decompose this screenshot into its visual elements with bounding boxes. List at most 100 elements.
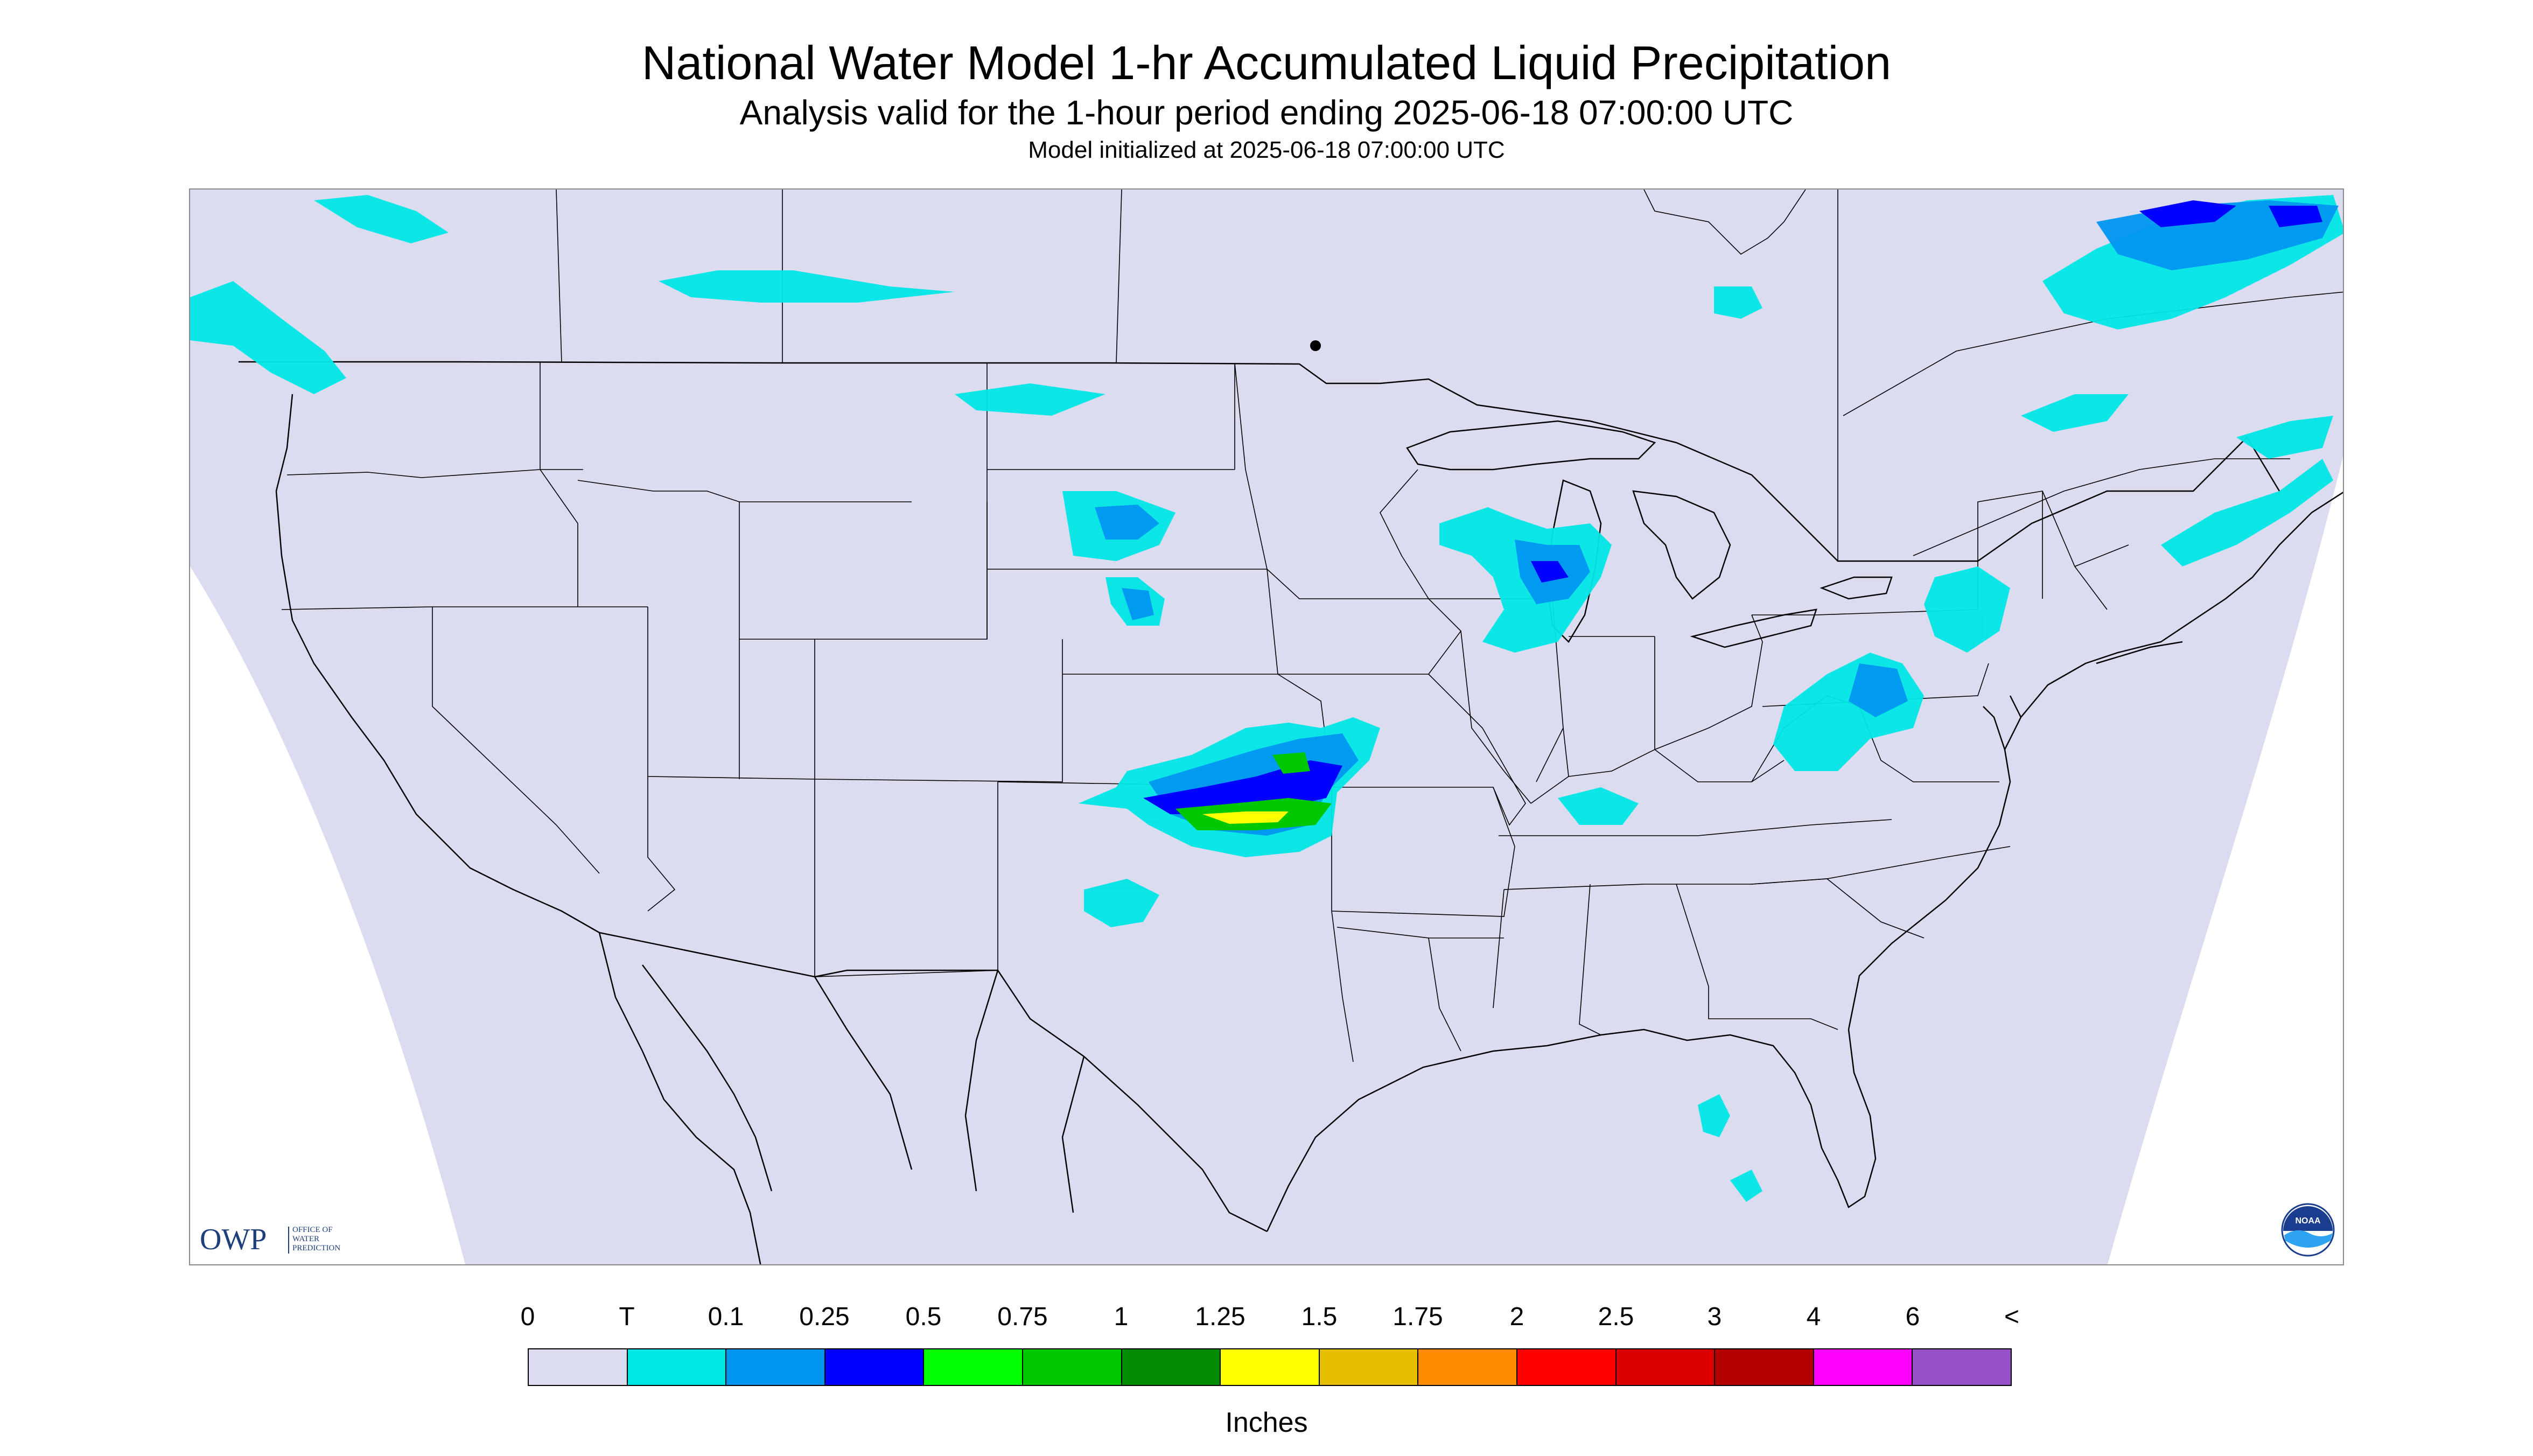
legend-tick-label: 1.75 (1393, 1303, 1443, 1331)
precipitation-map (190, 190, 2343, 1264)
precip-area-sask (955, 383, 1105, 416)
legend-tick-label: 0 (520, 1303, 535, 1331)
us-mexico-border (599, 932, 1268, 1233)
precip-area-montana (659, 270, 955, 303)
ms-al-ga (1493, 884, 1838, 1035)
owp-subtext-line: OFFICE OF (292, 1226, 333, 1234)
baja-coast (598, 932, 761, 1264)
legend-tick-label: 3 (1707, 1303, 1722, 1331)
legend-swatch (1715, 1349, 1814, 1385)
legend-swatch (924, 1349, 1023, 1385)
legend-swatch (1122, 1349, 1221, 1385)
atlantic-coast (1848, 492, 2343, 1030)
legend-swatch (1913, 1349, 2011, 1385)
legend-units-label: Inches (1225, 1407, 1308, 1438)
precip-light-sd (1095, 505, 1159, 540)
noaa-logo-text: NOAA (2295, 1216, 2321, 1226)
ohio-pa (1654, 614, 1763, 750)
marker-lake-of-woods (1310, 340, 1321, 351)
long-island (2096, 641, 2183, 664)
legend-swatch (627, 1349, 727, 1385)
texas-oklahoma (1331, 911, 1354, 1062)
missouri (1332, 674, 1526, 826)
legend-tick-label: 0.1 (708, 1303, 744, 1331)
precip-area-ky-tn (1558, 787, 1639, 825)
map-subtitle: Analysis valid for the 1-hour period end… (739, 93, 1794, 132)
pacific-coast (275, 394, 600, 934)
country-boundaries (239, 361, 2280, 1264)
montana-south (577, 480, 912, 502)
owp-logo-letters: OWP (200, 1223, 267, 1256)
legend-tick-label: 0.75 (997, 1303, 1048, 1331)
carolinas (1751, 846, 2011, 939)
precip-moderate-mi (1531, 561, 1569, 583)
mexico-states-lines (814, 970, 1085, 1213)
owp-logo: OWP OFFICE OF WATER PREDICTION (200, 1223, 377, 1256)
map-title: National Water Model 1-hr Accumulated Li… (641, 36, 1892, 89)
legend-tick-label: 1.5 (1301, 1303, 1338, 1331)
owp-subtext-line: WATER (292, 1235, 319, 1243)
az-nm (647, 776, 676, 912)
gulf-of-california (642, 964, 773, 1192)
idaho-west (540, 362, 578, 607)
owp-logo-divider (288, 1227, 289, 1254)
arkansas (1331, 787, 1515, 917)
precip-light-ne (1122, 588, 1154, 620)
noaa-logo-icon: NOAA (2281, 1203, 2335, 1257)
legend-tick-label: 4 (1806, 1303, 1821, 1331)
legend-swatch (1319, 1349, 1419, 1385)
wa-or (286, 469, 583, 478)
state-boundaries (281, 362, 2129, 1062)
minnesota (1234, 362, 1430, 599)
legend-tick-label: 2.5 (1598, 1303, 1634, 1331)
gulf-coast (1266, 1028, 1877, 1232)
owp-logo-subtext: OFFICE OF WATER PREDICTION (292, 1226, 379, 1253)
legend-swatch (1221, 1349, 1320, 1385)
chesapeake-bay (1983, 695, 2022, 750)
legend-swatch (1418, 1349, 1517, 1385)
precip-area-bc-wa (190, 281, 346, 394)
legend-swatch (1616, 1349, 1716, 1385)
legend-color-bar (528, 1348, 2012, 1386)
legend-tick-label: 0.25 (799, 1303, 850, 1331)
nv-ca-diagonal (432, 607, 600, 874)
map-panel: OWP OFFICE OF WATER PREDICTION NOAA (189, 188, 2344, 1265)
precip-area-ontario (1714, 286, 1762, 319)
legend-tick-label: 2 (1509, 1303, 1524, 1331)
quebec-north-shore (1913, 458, 2290, 556)
lake-superior (1406, 420, 1656, 471)
nm-tx (814, 782, 998, 977)
legend-swatch (825, 1349, 925, 1385)
precip-moderate-n-quebec (2139, 200, 2322, 227)
precip-area-florida (1698, 1094, 1762, 1202)
legend-tick-label: T (619, 1303, 635, 1331)
precip-heavy (1175, 752, 1332, 830)
model-init-line: Model initialized at 2025-06-18 07:00:00… (1028, 137, 1505, 163)
us-canada-border (239, 361, 2280, 562)
legend-tick-label: 1 (1114, 1303, 1129, 1331)
hudson-bay-coast (1643, 190, 1806, 255)
legend-swatch (1814, 1349, 1913, 1385)
legend-tick-label: 1.25 (1195, 1303, 1245, 1331)
coastlines (275, 394, 2343, 1232)
owp-subtext-line: PREDICTION (292, 1244, 341, 1252)
legend-tick-label: < (2004, 1303, 2020, 1331)
legend-tick-label: 6 (1905, 1303, 1920, 1331)
legend-swatch (726, 1349, 825, 1385)
precip-area-quebec-east (2236, 416, 2333, 459)
lake-erie (1690, 608, 1817, 648)
precip-heavy-ks-ok-yellow (1202, 811, 1289, 824)
precip-area-ny (1924, 566, 2010, 653)
precip-heavy-ks-green (1272, 752, 1310, 774)
lake-ontario (1820, 576, 1893, 600)
legend-tick-label: 0.5 (905, 1303, 942, 1331)
indiana-ohio (1569, 636, 1655, 750)
colorado-south (814, 639, 1063, 782)
legend-swatch (529, 1349, 628, 1385)
legend-swatch (1023, 1349, 1122, 1385)
precip-area-quebec (2021, 394, 2129, 432)
precip-area-n-ok (1084, 879, 1159, 927)
precip-area-nw-canada (314, 195, 449, 243)
louisiana (1337, 927, 1504, 1052)
precip-light-pa (1849, 663, 1908, 717)
